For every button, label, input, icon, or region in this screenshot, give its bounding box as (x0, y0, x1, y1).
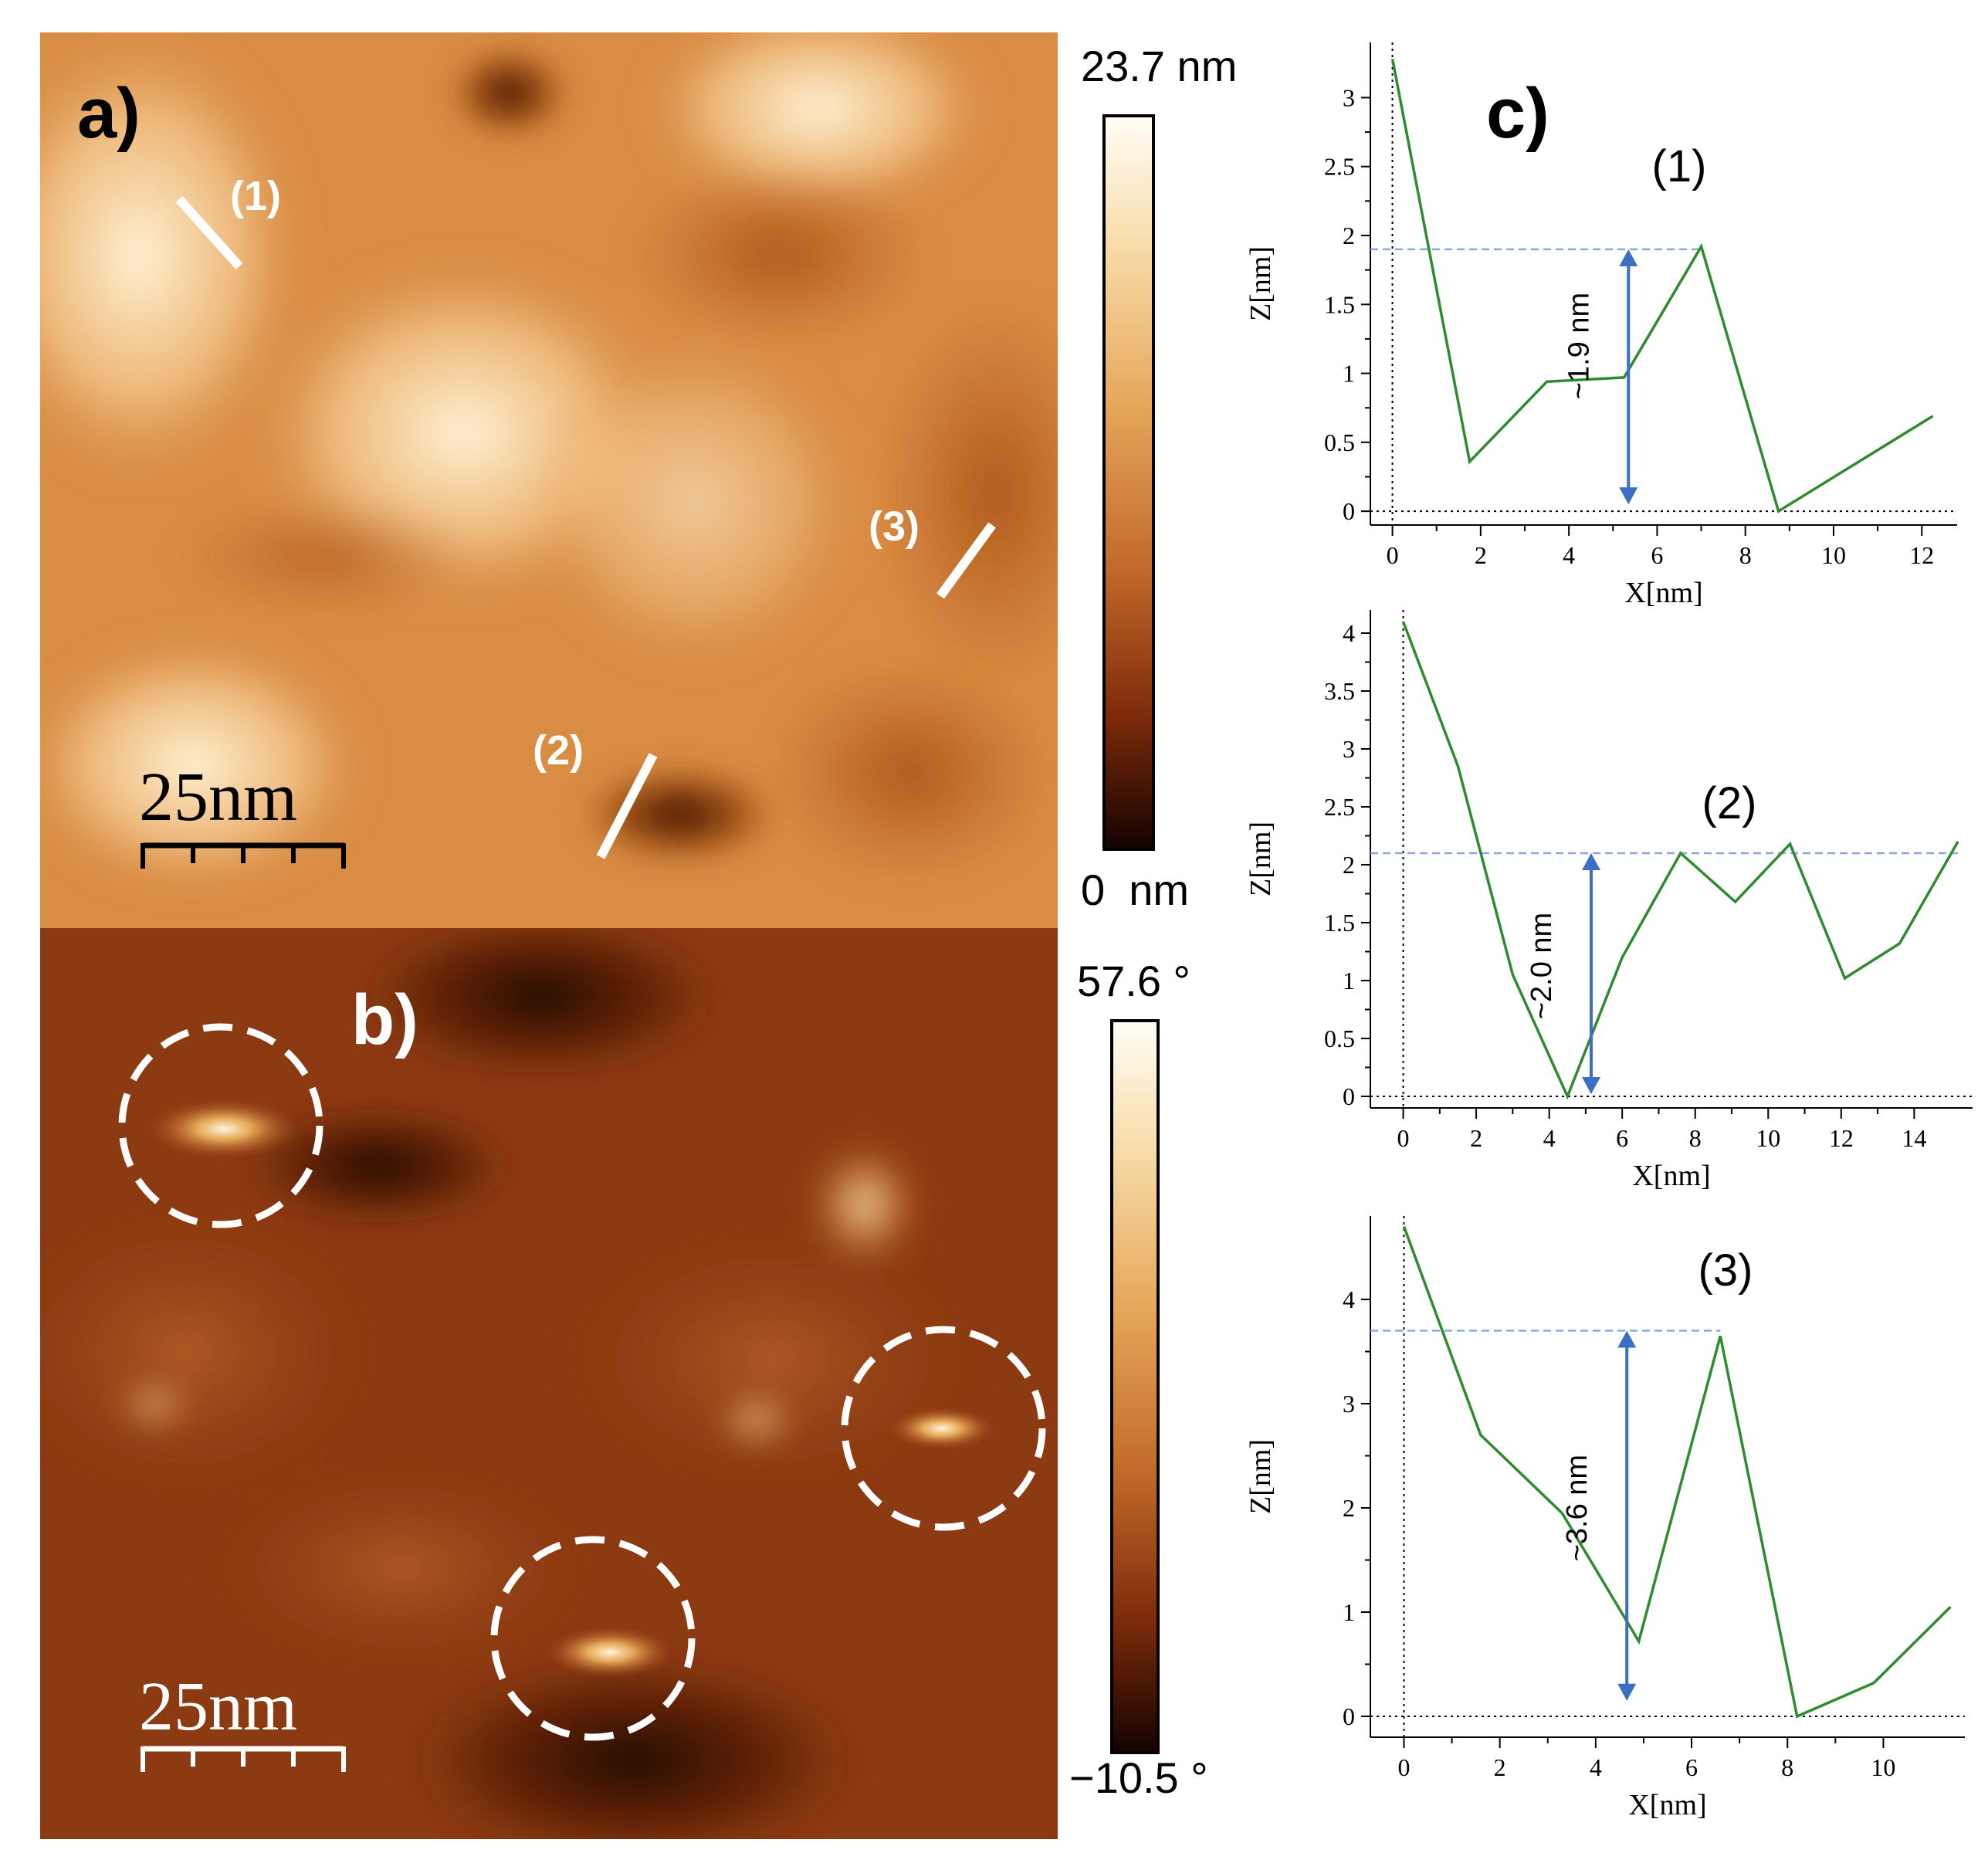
x-tick-label: 4 (1563, 541, 1575, 569)
y-axis-label: Z[nm] (1245, 822, 1277, 896)
measure-annotation: ~1.9 nm (1563, 293, 1595, 399)
measure-arrow-head-up (1619, 249, 1638, 266)
x-tick-label: 12 (1829, 1124, 1854, 1152)
measure-arrow-head-down (1619, 487, 1638, 505)
y-tick-label: 2 (1343, 1494, 1355, 1522)
x-tick-label: 2 (1475, 541, 1487, 569)
measure-arrow-head-up (1582, 853, 1600, 870)
x-tick-label: 2 (1470, 1124, 1482, 1152)
highlight-circle-3 (490, 1536, 696, 1741)
x-tick-label: 10 (1871, 1753, 1895, 1781)
profile-trace (1401, 621, 1959, 1100)
measure-arrow-head-down (1582, 1077, 1600, 1094)
colorbar-b-min: −10.5 ° (1069, 1753, 1208, 1802)
x-tick-label: 6 (1685, 1753, 1698, 1781)
x-axis-label: X[nm] (1632, 1160, 1710, 1192)
measure-annotation: ~2.0 nm (1526, 913, 1558, 1019)
x-tick-label: 8 (1781, 1753, 1793, 1781)
x-tick-label: 8 (1689, 1124, 1702, 1152)
height-image (40, 32, 1058, 928)
x-tick-label: 14 (1902, 1124, 1926, 1152)
profile-line-1 (175, 195, 243, 270)
y-tick-label: 3 (1343, 1390, 1355, 1418)
measure-annotation: ~3.6 nm (1561, 1455, 1593, 1561)
x-axis-label: X[nm] (1628, 1789, 1706, 1821)
profile-chart-1: 0 0.5 1 1.5 2 2.5 3 0 2 4 6 8 10 12 X[nm] Z[nm] ~1.9 nm (… (1245, 42, 1957, 609)
y-tick-label: 1 (1343, 967, 1355, 994)
y-tick-label: 2 (1343, 222, 1355, 249)
x-tick-label: 4 (1543, 1124, 1556, 1152)
profile-line-2 (596, 753, 658, 859)
scale-bar-a: 25nm (139, 759, 346, 869)
y-tick-label: 4 (1343, 619, 1355, 647)
measure-arrow-head-up (1617, 1330, 1637, 1348)
y-tick-label: 1 (1343, 1598, 1355, 1626)
measure-arrow-head-down (1617, 1683, 1637, 1701)
x-tick-label: 0 (1397, 1753, 1410, 1781)
x-tick-label: 6 (1616, 1124, 1628, 1152)
scale-bar-b-text: 25nm (139, 1668, 297, 1745)
colorbar-b-max: 57.6 ° (1077, 957, 1190, 1005)
y-tick-label: 0.5 (1324, 1025, 1355, 1052)
x-tick-label: 10 (1756, 1124, 1780, 1152)
x-tick-label: 12 (1909, 541, 1934, 569)
x-tick-label: 0 (1397, 1124, 1410, 1152)
colorbar-a-max: 23.7 nm (1081, 42, 1237, 90)
y-tick-label: 3.5 (1324, 677, 1355, 705)
x-tick-label: 6 (1651, 541, 1663, 569)
y-tick-label: 2.5 (1324, 793, 1355, 821)
colorbar-b (1110, 1019, 1160, 1754)
y-tick-label: 3 (1343, 83, 1355, 111)
panel-label-b: b) (351, 981, 418, 1059)
scale-bar-b: 25nm (139, 1668, 346, 1772)
y-tick-label: 4 (1343, 1286, 1355, 1313)
y-tick-label: 0 (1343, 1702, 1355, 1730)
profile-chart-title: (2) (1702, 778, 1757, 828)
y-axis-label: Z[nm] (1245, 1439, 1277, 1514)
y-tick-label: 3 (1343, 735, 1355, 763)
profile-chart-3: 0 1 2 3 4 0 2 4 6 8 10 X[nm] Z[nm] ~3.6 nm (3) (1245, 1216, 1965, 1821)
y-tick-label: 1 (1343, 360, 1355, 388)
x-tick-label: 0 (1387, 541, 1399, 569)
x-tick-label: 4 (1590, 1753, 1602, 1781)
phase-image (40, 928, 1058, 1839)
profile-line-3 (936, 522, 996, 599)
panel-label-c: c) (1486, 74, 1549, 153)
x-tick-label: 10 (1821, 541, 1846, 569)
panel-label-a: a) (77, 74, 141, 153)
x-tick-label: 2 (1494, 1753, 1506, 1781)
profile-line-label-3: (3) (869, 503, 919, 550)
profile-trace (1390, 59, 1934, 513)
y-tick-label: 0.5 (1324, 429, 1355, 456)
profile-chart-title: (3) (1698, 1245, 1753, 1296)
y-tick-label: 1.5 (1324, 909, 1355, 937)
y-tick-label: 0 (1343, 1082, 1355, 1110)
y-axis-label: Z[nm] (1245, 246, 1277, 321)
colorbar-a (1102, 114, 1155, 851)
profile-line-label-2: (2) (533, 727, 584, 774)
profile-charts: 00.511.522.530 2 4 6 8 10 12X[nm]Z[nm]~1.9 nm(… (1245, 42, 1973, 1821)
y-tick-label: 2.5 (1324, 153, 1355, 181)
y-tick-label: 1.5 (1324, 290, 1355, 318)
y-tick-label: 2 (1343, 851, 1355, 879)
colorbar-a-min: 0 nm (1081, 866, 1189, 914)
highlight-circle-1 (118, 1023, 323, 1228)
highlight-circle-2 (841, 1326, 1046, 1531)
x-tick-label: 8 (1739, 541, 1752, 569)
y-tick-label: 0 (1343, 497, 1355, 525)
profile-trace (1402, 1225, 1952, 1719)
profile-chart-title: (1) (1652, 141, 1707, 191)
scale-bar-a-text: 25nm (139, 759, 297, 835)
profile-chart-2: 0 0.5 1 1.5 2 2.5 3 3.5 4 0 2 4 6 8 10 12 14 X[nm] Z[nm] ~2… (1245, 610, 1973, 1192)
profile-line-label-1: (1) (230, 173, 281, 219)
x-axis-label: X[nm] (1624, 577, 1702, 609)
